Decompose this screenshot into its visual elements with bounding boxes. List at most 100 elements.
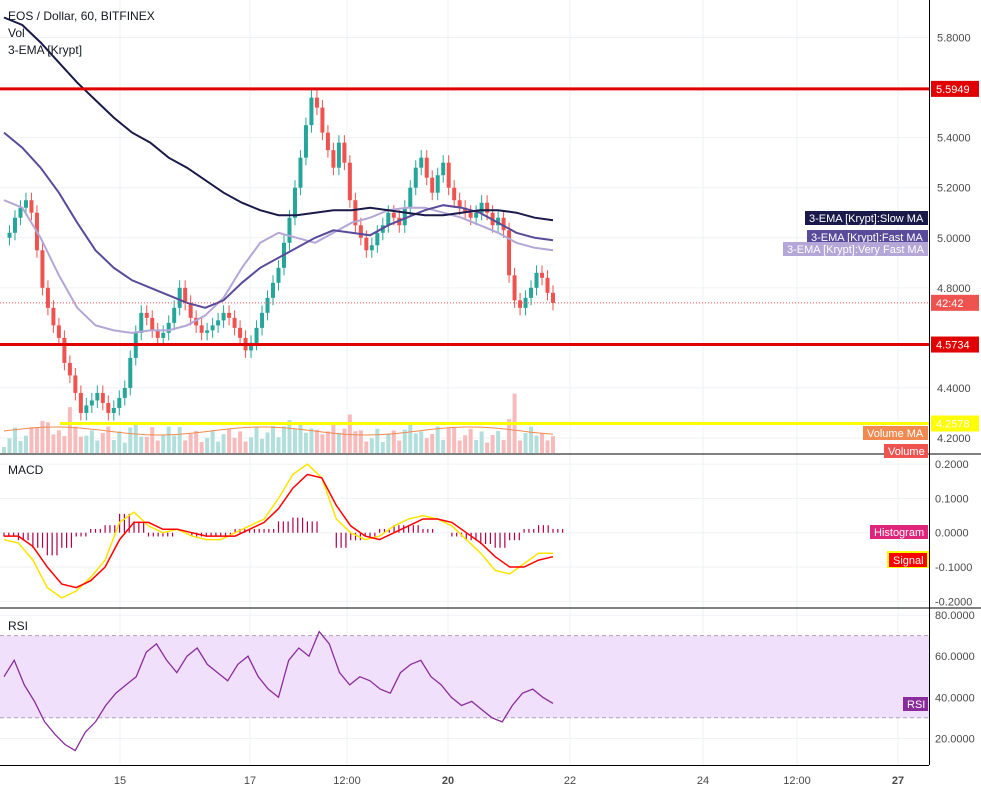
candle-body bbox=[18, 207, 23, 218]
volume-bar bbox=[336, 432, 341, 453]
volume-bar bbox=[446, 428, 451, 453]
volume-bar bbox=[227, 428, 232, 453]
volume-bar bbox=[172, 435, 177, 453]
volume-bar bbox=[106, 426, 111, 453]
very-fast-ma-label: 3-EMA [Krypt]:Very Fast MA bbox=[787, 244, 925, 256]
volume-bar bbox=[260, 438, 265, 453]
volume-bar bbox=[34, 427, 39, 453]
rsi-pane-label[interactable]: RSI bbox=[8, 619, 29, 633]
volume-bar bbox=[161, 435, 166, 453]
rsi-tick-label: 20.0000 bbox=[935, 733, 975, 745]
candle-body bbox=[238, 327, 243, 338]
volume-bar bbox=[238, 431, 243, 453]
volume-bar bbox=[100, 433, 105, 453]
candle-body bbox=[177, 287, 182, 308]
macd-line bbox=[3, 463, 553, 599]
candle-body bbox=[287, 217, 292, 243]
volume-bar bbox=[309, 428, 314, 453]
candle-body bbox=[23, 200, 28, 208]
volume-bar bbox=[56, 430, 61, 453]
volume-bar bbox=[430, 434, 435, 453]
candle-body bbox=[551, 292, 555, 303]
candle-body bbox=[468, 212, 473, 218]
rsi-band bbox=[0, 635, 929, 718]
candle-body bbox=[166, 322, 171, 333]
very-fast-ma-label-bg bbox=[783, 242, 928, 256]
candle-body bbox=[309, 97, 314, 126]
candle-body bbox=[507, 230, 512, 276]
chart-legend: EOS / Dollar, 60, BITFINEX Vol 3-EMA [Kr… bbox=[8, 8, 155, 59]
candle-body bbox=[479, 202, 484, 213]
time-tick-label: 24 bbox=[697, 775, 709, 787]
price-tick-label: 5.0000 bbox=[937, 233, 971, 245]
candle-body bbox=[512, 275, 517, 301]
volume-bar bbox=[62, 436, 67, 453]
volume-bar bbox=[386, 433, 391, 453]
volume-bar bbox=[183, 440, 188, 453]
volume-ma-label: Volume MA bbox=[867, 428, 924, 440]
volume-bar bbox=[210, 430, 215, 453]
volume-bar bbox=[128, 427, 133, 453]
candle-body bbox=[144, 312, 149, 318]
volume-bar bbox=[287, 420, 292, 453]
volume-bar bbox=[78, 436, 83, 453]
macd-tick-label: -0.2000 bbox=[935, 596, 972, 608]
volume-bar bbox=[419, 431, 424, 453]
volume-bar bbox=[188, 434, 193, 453]
candle-body bbox=[540, 272, 545, 278]
volume-bar bbox=[402, 429, 407, 453]
volume-label-bg bbox=[884, 444, 928, 458]
ema-indicator-label[interactable]: 3-EMA [Krypt] bbox=[8, 43, 83, 57]
time-tick-label: 12:00 bbox=[333, 775, 361, 787]
candle-body bbox=[347, 162, 352, 201]
volume-bar bbox=[23, 435, 28, 453]
candle-body bbox=[446, 162, 451, 188]
candle-body bbox=[210, 325, 215, 331]
candle-body bbox=[111, 407, 116, 413]
symbol-title: EOS / Dollar, 60, BITFINEX bbox=[8, 9, 155, 23]
candle-body bbox=[298, 157, 303, 188]
volume-bar bbox=[298, 422, 303, 453]
resistance-price-tag: 5.5949 bbox=[936, 84, 970, 96]
volume-label: Volume bbox=[888, 446, 925, 458]
candle-body bbox=[534, 272, 539, 288]
volume-bar bbox=[347, 414, 352, 453]
candle-body bbox=[155, 330, 160, 338]
volume-ma-line bbox=[3, 426, 554, 436]
countdown-tag: 42:42 bbox=[936, 298, 964, 310]
candle-body bbox=[485, 202, 490, 213]
volume-bar bbox=[221, 434, 226, 453]
signal-label: Signal bbox=[893, 555, 924, 567]
candle-body bbox=[84, 405, 89, 413]
candle-body bbox=[408, 187, 413, 208]
volume-indicator-label[interactable]: Vol bbox=[8, 26, 25, 40]
candle-body bbox=[501, 217, 506, 231]
candle-body bbox=[430, 177, 435, 193]
volume-bar bbox=[7, 438, 12, 453]
candle-body bbox=[161, 332, 166, 338]
candle-body bbox=[89, 400, 94, 406]
candle-body bbox=[419, 157, 424, 168]
candle-body bbox=[199, 325, 204, 333]
candle-body bbox=[457, 200, 462, 208]
volume-bar bbox=[89, 430, 94, 453]
candle-body bbox=[292, 187, 297, 218]
volume-bar bbox=[265, 432, 270, 453]
candle-body bbox=[95, 392, 100, 401]
candle-body bbox=[529, 287, 534, 298]
macd-pane-label[interactable]: MACD bbox=[8, 463, 44, 477]
time-tick-label: 12:00 bbox=[783, 775, 811, 787]
volume-bar bbox=[73, 426, 78, 453]
fast-ma-label: 3-EMA [Krypt]:Fast MA bbox=[811, 232, 924, 244]
candle-body bbox=[221, 312, 226, 321]
candle-body bbox=[364, 237, 369, 251]
volume-bar bbox=[166, 426, 171, 453]
volume-bar bbox=[490, 435, 495, 453]
volume-bar bbox=[397, 440, 402, 453]
candle-body bbox=[205, 330, 210, 333]
volume-ma-label-bg bbox=[863, 426, 928, 440]
volume-bar bbox=[40, 420, 45, 453]
volume-bar bbox=[122, 442, 127, 453]
candle-body bbox=[62, 337, 67, 363]
